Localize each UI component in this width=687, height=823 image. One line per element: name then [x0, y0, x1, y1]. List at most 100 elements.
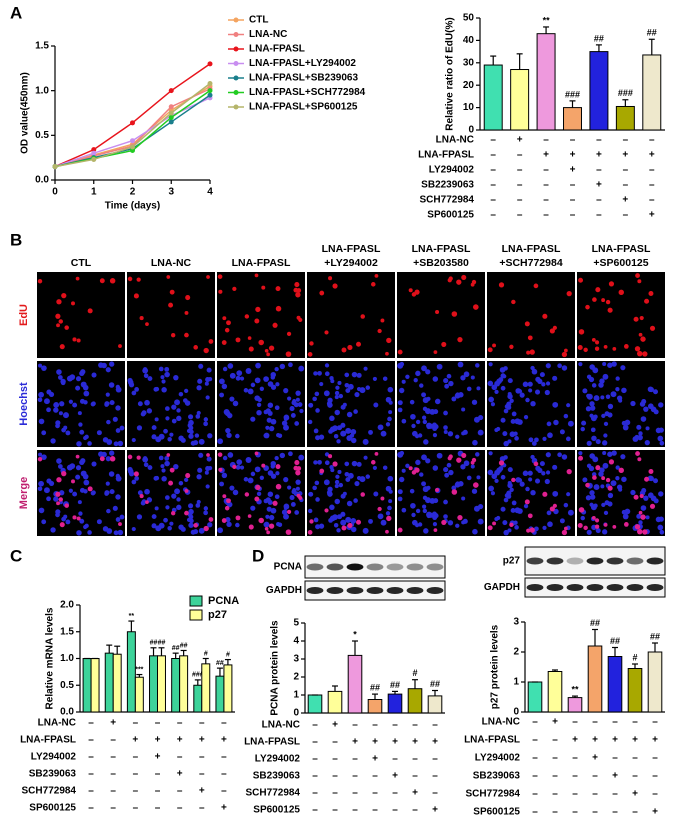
- nucleus: [535, 376, 541, 382]
- band: [646, 584, 664, 591]
- edu-nucleus: [487, 347, 493, 353]
- y-tick-label: 0: [468, 125, 474, 136]
- nucleus: [106, 419, 111, 425]
- nucleus: [602, 462, 609, 469]
- treatment-mark: +: [372, 754, 378, 765]
- treatment-mark: –: [352, 805, 358, 816]
- nucleus: [411, 430, 418, 437]
- nucleus: [108, 471, 115, 477]
- nucleus: [580, 426, 585, 432]
- nucleus: [38, 480, 44, 487]
- legend-marker: [233, 46, 239, 52]
- nucleus: [534, 526, 539, 532]
- significance: ###: [618, 88, 633, 98]
- nucleus: [196, 385, 202, 391]
- band: [586, 584, 604, 591]
- treatment-mark: +: [570, 165, 576, 176]
- nucleus: [274, 494, 280, 500]
- band: [326, 587, 344, 594]
- nucleus: [388, 410, 393, 415]
- nucleus: [91, 461, 97, 467]
- nucleus: [655, 427, 662, 434]
- nucleus: [46, 496, 51, 502]
- row-label: SCH772984: [420, 195, 475, 206]
- treatment-mark: –: [133, 769, 139, 780]
- nucleus: [351, 371, 358, 378]
- legend-marker: [233, 32, 239, 37]
- nucleus: [356, 461, 362, 467]
- nucleus: [544, 478, 550, 485]
- nucleus: [250, 382, 256, 388]
- nucleus: [56, 369, 62, 375]
- nucleus: [239, 376, 245, 381]
- nucleus: [198, 438, 205, 445]
- nucleus: [78, 422, 83, 427]
- nucleus: [422, 419, 428, 425]
- nucleus: [334, 484, 339, 489]
- treatment-mark: –: [570, 180, 576, 191]
- nucleus: [552, 464, 558, 470]
- nucleus: [65, 430, 71, 436]
- nucleus: [653, 478, 659, 484]
- data-point: [168, 104, 174, 110]
- nucleus: [640, 416, 647, 422]
- treatment-mark: –: [372, 720, 378, 731]
- treatment-mark: –: [570, 210, 576, 221]
- nucleus: [165, 416, 170, 421]
- error-bar: [202, 657, 209, 664]
- band: [626, 584, 644, 591]
- legend-marker: [233, 104, 239, 110]
- nucleus: [326, 490, 332, 496]
- nucleus: [565, 436, 571, 442]
- treatment-mark: –: [133, 786, 139, 797]
- micrograph: [397, 450, 485, 536]
- edu-nucleus: [380, 496, 385, 501]
- nucleus: [496, 378, 502, 385]
- treatment-mark: –: [372, 788, 378, 799]
- treatment-mark: +: [543, 150, 549, 161]
- nucleus: [136, 514, 143, 520]
- bar: [589, 51, 609, 131]
- nucleus: [443, 410, 448, 416]
- treatment-mark: +: [612, 735, 618, 746]
- nucleus: [630, 400, 636, 407]
- nucleus: [176, 504, 182, 511]
- nucleus: [425, 369, 430, 375]
- row-label: LNA-FPASL: [20, 735, 76, 746]
- nucleus: [624, 508, 631, 515]
- y-tick-label: 3: [293, 654, 299, 665]
- nucleus: [451, 485, 457, 491]
- treatment-mark: –: [543, 195, 549, 206]
- nucleus: [545, 452, 551, 458]
- treatment-mark: –: [543, 210, 549, 221]
- nucleus: [611, 361, 617, 367]
- error-bar: [158, 647, 165, 656]
- nucleus: [61, 427, 66, 433]
- nucleus: [388, 499, 393, 504]
- edu-nucleus: [347, 522, 353, 529]
- treatment-mark: –: [543, 135, 549, 146]
- nucleus: [461, 496, 466, 501]
- edu-nucleus: [487, 525, 493, 531]
- nucleus: [146, 408, 153, 414]
- nucleus: [593, 414, 598, 419]
- treatment-mark: +: [432, 805, 438, 816]
- nucleus: [76, 530, 82, 536]
- treatment-mark: –: [133, 752, 139, 763]
- edu-nucleus: [244, 314, 250, 319]
- data-point: [91, 150, 97, 156]
- nucleus: [447, 520, 454, 526]
- error-bar: [543, 26, 550, 34]
- nucleus: [455, 392, 460, 397]
- nucleus: [552, 375, 558, 381]
- data-point: [130, 120, 135, 126]
- edu-nucleus: [374, 273, 379, 278]
- nucleus: [151, 514, 157, 520]
- error-bar: [194, 679, 201, 686]
- nucleus: [151, 523, 157, 529]
- error-bar: [216, 667, 223, 677]
- edu-nucleus: [595, 465, 601, 471]
- treatment-mark: –: [532, 789, 538, 800]
- legend-label: CTL: [249, 15, 268, 26]
- treatment-mark: –: [88, 786, 94, 797]
